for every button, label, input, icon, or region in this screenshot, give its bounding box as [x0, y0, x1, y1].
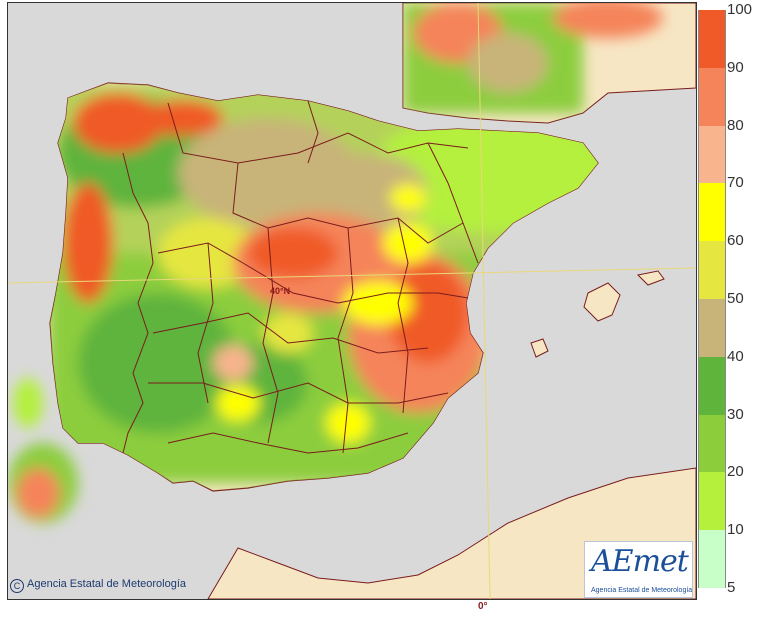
- africa-land: [207, 467, 696, 599]
- legend-swatch: [698, 530, 726, 588]
- legend-label: 20: [727, 463, 744, 481]
- iberia-probability-field: [50, 83, 598, 483]
- mallorca: [583, 282, 621, 322]
- aemet-logo: AEmet Agencia Estatal de Meteorología: [584, 541, 693, 598]
- graticule: [8, 3, 696, 599]
- legend-swatch: [698, 356, 726, 415]
- atlantic-probability-field: [8, 378, 78, 523]
- legend-label: 100: [727, 1, 753, 18]
- latitude-label: 40°N: [270, 286, 291, 296]
- legend-label: 30: [727, 405, 744, 423]
- credit-text: Agencia Estatal de Meteorología: [27, 578, 186, 590]
- legend-swatch: [698, 241, 726, 299]
- menorca: [636, 270, 665, 286]
- legend-label: 60: [727, 232, 744, 250]
- legend-label: 90: [727, 58, 744, 76]
- copyright-credit: C Agencia Estatal de Meteorología: [10, 578, 186, 593]
- legend-swatch: [698, 67, 726, 126]
- precipitation-probability-map: [7, 2, 697, 600]
- legend-label: 80: [727, 116, 744, 134]
- legend-label: 50: [727, 290, 744, 307]
- legend-swatch: [698, 414, 726, 473]
- province-borders: [122, 100, 479, 454]
- france-probability-field: [403, 3, 663, 113]
- logo-subtitle: Agencia Estatal de Meteorología: [591, 587, 693, 594]
- color-legend: 100 90 80 70 60 50 40 30 20 10 5: [698, 2, 758, 596]
- legend-label: 40: [727, 347, 744, 365]
- legend-swatch: [698, 10, 726, 68]
- legend-label: 5: [727, 579, 736, 596]
- ibiza: [530, 338, 549, 358]
- legend-label: 10: [727, 521, 744, 539]
- legend-label: 70: [727, 174, 744, 192]
- legend-swatch: [698, 472, 726, 531]
- logo-wordmark: AEmet: [591, 544, 689, 579]
- copyright-icon: C: [10, 579, 24, 593]
- legend-swatch: [698, 125, 726, 184]
- legend-swatch: [698, 299, 726, 357]
- legend-swatch: [698, 183, 726, 242]
- longitude-label: 0°: [478, 601, 488, 612]
